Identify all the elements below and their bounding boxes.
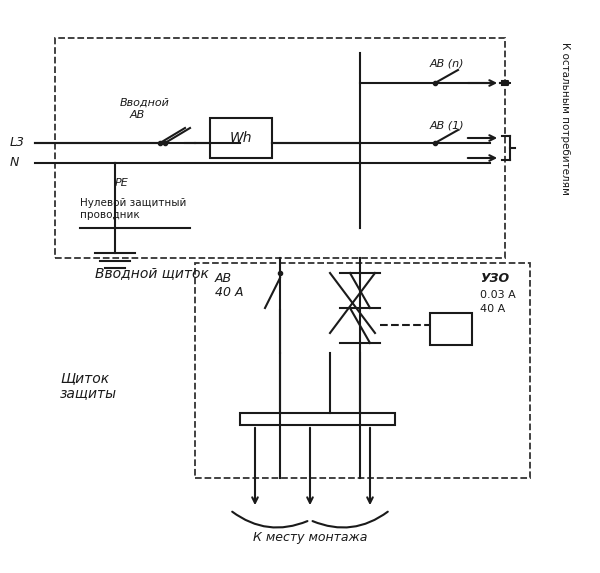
Bar (55, 38, 505, 258)
Bar (430, 313, 472, 345)
Text: L3: L3 (10, 136, 25, 150)
Bar (240, 413, 395, 425)
Text: защиты: защиты (60, 386, 117, 400)
Text: проводник: проводник (80, 210, 140, 220)
Text: Нулевой защитный: Нулевой защитный (80, 198, 187, 208)
Text: Wh: Wh (230, 131, 252, 145)
Text: 0.03 А: 0.03 А (480, 290, 516, 300)
Text: АВ: АВ (130, 110, 145, 120)
Text: Вводной щиток: Вводной щиток (95, 266, 209, 280)
Text: N: N (10, 156, 19, 170)
Text: АВ (n): АВ (n) (430, 58, 464, 68)
Text: АВ (1): АВ (1) (430, 120, 464, 130)
Text: УЗО: УЗО (480, 272, 509, 285)
Text: К остальным потребителям: К остальным потребителям (560, 42, 570, 194)
Text: 40 А: 40 А (480, 304, 505, 314)
Bar (195, 263, 530, 478)
Text: АВ: АВ (215, 272, 232, 285)
Bar (210, 118, 272, 158)
Text: Вводной: Вводной (120, 98, 170, 108)
Text: К месту монтажа: К месту монтажа (253, 532, 367, 544)
Text: 40 A: 40 A (215, 286, 244, 300)
Text: Щиток: Щиток (60, 371, 109, 385)
Text: PE: PE (115, 178, 129, 188)
